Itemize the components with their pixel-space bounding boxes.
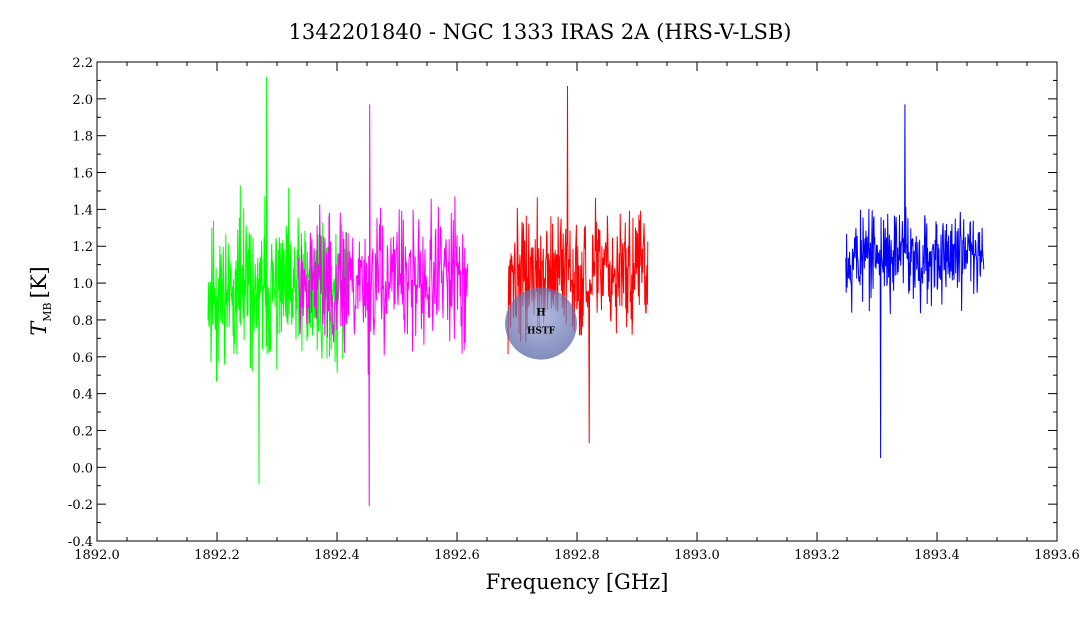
y-tick-label: -0.2 <box>68 498 93 513</box>
watermark-top-text: H <box>536 308 545 319</box>
ticks-layer <box>96 61 1058 542</box>
x-axis-label: Frequency [GHz] <box>486 570 669 594</box>
watermark-logo: H HSTF <box>505 287 577 360</box>
x-tick-labels: 1892.0 1892.2 1892.4 1892.6 1892.8 1893.0 1893… <box>74 548 1080 563</box>
y-axis-label-unit: [K] <box>27 266 51 298</box>
y-tick-label: 0.4 <box>72 388 93 403</box>
y-tick-label: 1.6 <box>72 167 93 182</box>
y-tick-label: -0.4 <box>68 535 93 550</box>
y-tick-label: 0.6 <box>72 351 93 366</box>
y-tick-label: 1.2 <box>72 240 93 255</box>
x-tick-label: 1893.2 <box>794 548 840 563</box>
x-tick-label: 1892.6 <box>434 548 480 563</box>
spectrum-series-3 <box>507 85 649 444</box>
series-layer <box>207 76 985 507</box>
y-tick-label: 2.0 <box>72 93 93 108</box>
chart-title: 1342201840 - NGC 1333 IRAS 2A (HRS-V-LSB… <box>289 20 792 44</box>
x-tick-label: 1892.0 <box>74 548 120 563</box>
x-tick-label: 1892.2 <box>194 548 240 563</box>
y-tick-labels: -0.4 -0.2 0.0 0.2 0.4 0.6 0.8 1.0 1.2 1.4 1.6 1.8 2.… <box>68 56 93 550</box>
x-tick-label: 1893.6 <box>1034 548 1080 563</box>
y-tick-label: 0.8 <box>72 314 93 329</box>
y-axis-label-sub: MB <box>41 302 54 321</box>
spectrum-series-4 <box>845 104 985 459</box>
x-tick-label: 1893.0 <box>674 548 720 563</box>
y-axis-label-main: T <box>27 320 51 336</box>
y-tick-label: 1.4 <box>72 203 93 218</box>
y-tick-label: 1.0 <box>72 277 93 292</box>
x-tick-label: 1893.4 <box>914 548 960 563</box>
spectrum-series-2 <box>297 104 469 507</box>
y-axis-label: TMB [K] <box>27 266 54 335</box>
watermark-circle <box>505 287 577 360</box>
y-tick-label: 1.8 <box>72 130 93 145</box>
svg-text:TMB[K]: TMB [K] <box>27 266 54 335</box>
watermark-bottom-text: HSTF <box>527 327 556 337</box>
x-tick-label: 1892.4 <box>314 548 360 563</box>
x-tick-label: 1892.8 <box>554 548 600 563</box>
y-tick-label: 2.2 <box>72 56 93 71</box>
y-tick-label: 0.0 <box>72 461 93 476</box>
y-tick-label: 0.2 <box>72 424 93 439</box>
